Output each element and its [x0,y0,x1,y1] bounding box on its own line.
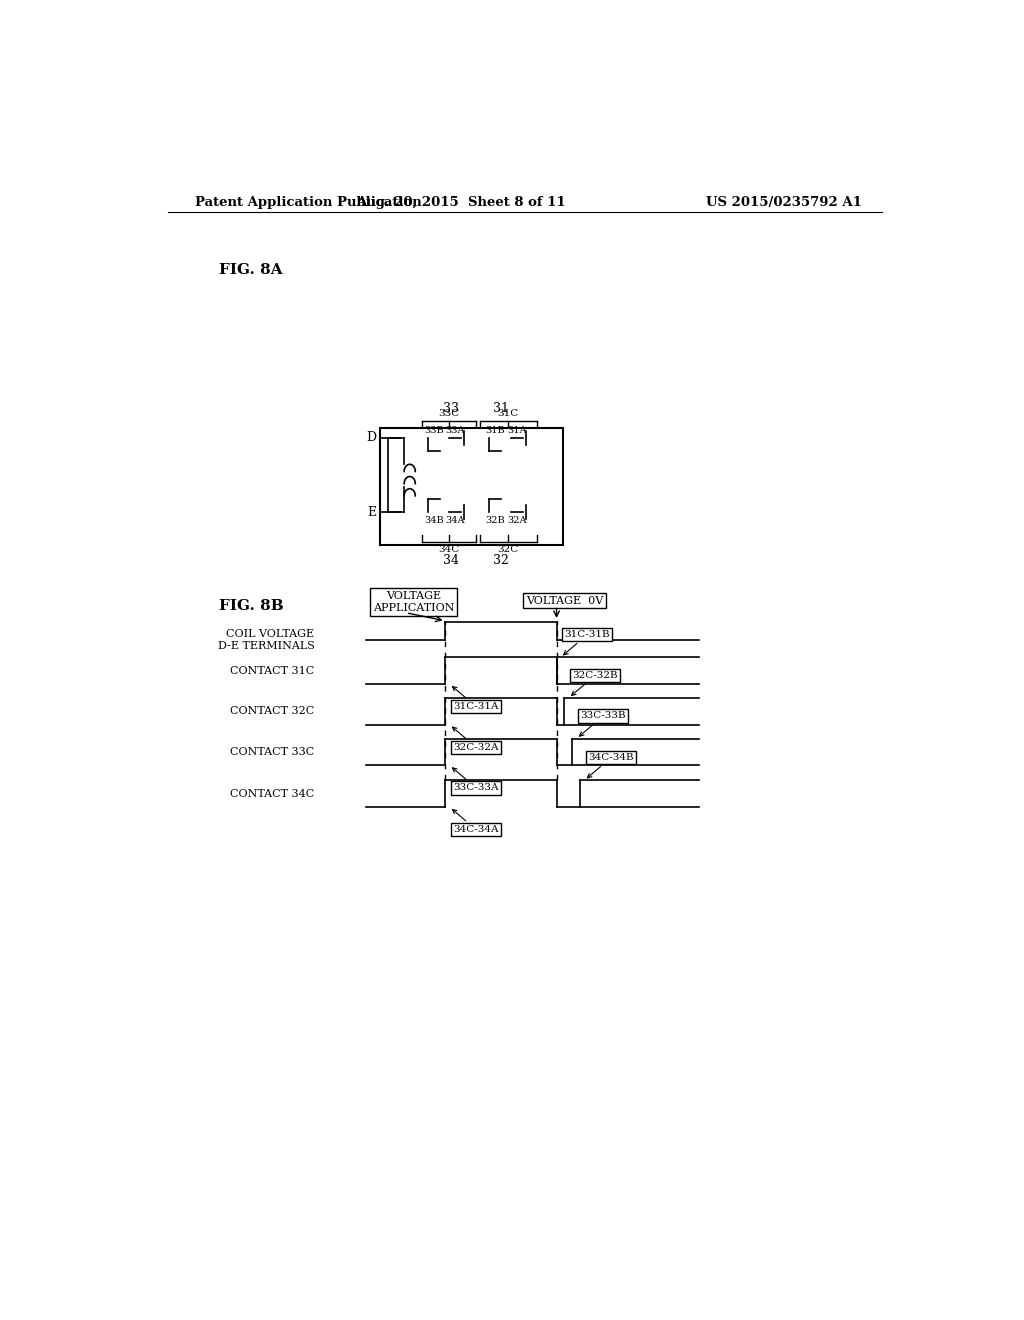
Text: 32A: 32A [508,516,527,525]
Text: 34B: 34B [424,516,443,525]
Text: 34: 34 [443,554,459,566]
Text: 33C: 33C [438,409,459,417]
Bar [380,428,563,545]
Text: CONTACT 32C: CONTACT 32C [230,706,314,717]
Text: 32C-32A: 32C-32A [453,727,499,752]
Text: 31A: 31A [508,426,527,434]
Text: VOLTAGE  0V: VOLTAGE 0V [526,595,603,606]
Text: 34C-34B: 34C-34B [588,754,634,777]
Text: 32C: 32C [498,545,519,553]
Text: 31C: 31C [498,409,519,417]
Text: 32B: 32B [485,516,505,525]
Text: CONTACT 33C: CONTACT 33C [230,747,314,756]
Text: D: D [367,432,377,445]
Text: 33A: 33A [445,426,465,434]
Text: 32: 32 [493,554,509,566]
Text: 33: 33 [443,401,459,414]
Text: FIG. 8A: FIG. 8A [219,263,283,277]
Text: 34C-34A: 34C-34A [453,809,499,834]
Text: CONTACT 31C: CONTACT 31C [230,665,314,676]
Text: 31C-31B: 31C-31B [563,630,610,655]
Text: 31: 31 [493,401,509,414]
Text: 32C-32B: 32C-32B [571,671,618,696]
Text: Patent Application Publication: Patent Application Publication [196,195,422,209]
Text: 33B: 33B [424,426,443,434]
Text: 33C-33B: 33C-33B [580,711,626,737]
Text: Aug. 20, 2015  Sheet 8 of 11: Aug. 20, 2015 Sheet 8 of 11 [356,195,566,209]
Text: 34A: 34A [445,516,465,525]
Text: US 2015/0235792 A1: US 2015/0235792 A1 [707,195,862,209]
Text: E: E [368,506,377,519]
Text: 33C-33A: 33C-33A [453,768,499,792]
Text: 31B: 31B [485,426,505,434]
Text: VOLTAGE
APPLICATION: VOLTAGE APPLICATION [373,591,455,612]
Text: 31C-31A: 31C-31A [453,686,499,711]
Text: 34C: 34C [438,545,459,553]
Text: COIL VOLTAGE
D-E TERMINALS: COIL VOLTAGE D-E TERMINALS [218,630,314,651]
Text: CONTACT 34C: CONTACT 34C [230,788,314,799]
Text: FIG. 8B: FIG. 8B [219,598,284,612]
